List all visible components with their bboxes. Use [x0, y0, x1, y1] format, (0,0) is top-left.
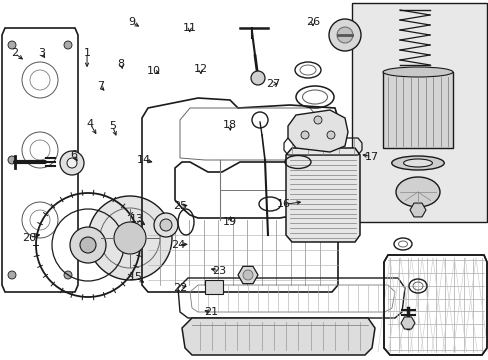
- Text: 25: 25: [173, 201, 186, 211]
- Text: 21: 21: [204, 307, 218, 318]
- Polygon shape: [238, 266, 258, 284]
- Text: 27: 27: [265, 78, 280, 89]
- Circle shape: [88, 196, 172, 280]
- Circle shape: [243, 270, 252, 280]
- Circle shape: [336, 27, 352, 43]
- Text: 2: 2: [11, 48, 18, 58]
- Bar: [382, 72, 452, 148]
- Text: 10: 10: [147, 66, 161, 76]
- Text: 23: 23: [212, 266, 225, 276]
- Bar: [204, 280, 223, 294]
- Circle shape: [8, 41, 16, 49]
- Text: 18: 18: [223, 120, 236, 130]
- Circle shape: [114, 222, 146, 254]
- Text: 3: 3: [38, 48, 45, 58]
- Circle shape: [80, 237, 96, 253]
- Text: 13: 13: [130, 214, 143, 224]
- Circle shape: [326, 131, 334, 139]
- Text: 11: 11: [183, 23, 196, 33]
- Bar: [351, 3, 486, 222]
- Text: 4: 4: [87, 119, 94, 129]
- Circle shape: [313, 116, 321, 124]
- Text: 22: 22: [172, 283, 187, 293]
- Text: 9: 9: [128, 17, 135, 27]
- Text: 26: 26: [305, 17, 319, 27]
- Circle shape: [64, 41, 72, 49]
- Circle shape: [301, 131, 308, 139]
- Circle shape: [160, 219, 172, 231]
- Text: 15: 15: [129, 272, 142, 282]
- Circle shape: [64, 156, 72, 164]
- Text: 20: 20: [22, 233, 36, 243]
- Text: 24: 24: [171, 240, 185, 250]
- Text: 17: 17: [364, 152, 378, 162]
- Text: 14: 14: [137, 155, 151, 165]
- Circle shape: [328, 19, 360, 51]
- Ellipse shape: [395, 177, 439, 207]
- Text: 8: 8: [118, 59, 124, 69]
- Circle shape: [8, 156, 16, 164]
- Text: 19: 19: [223, 217, 236, 228]
- Circle shape: [70, 227, 106, 263]
- Circle shape: [250, 71, 264, 85]
- Text: 1: 1: [83, 48, 90, 58]
- Circle shape: [60, 151, 84, 175]
- Text: 7: 7: [97, 81, 103, 91]
- Circle shape: [154, 213, 178, 237]
- Polygon shape: [400, 317, 414, 329]
- Ellipse shape: [403, 159, 431, 167]
- Circle shape: [64, 271, 72, 279]
- Text: 16: 16: [276, 199, 290, 210]
- Circle shape: [8, 271, 16, 279]
- Polygon shape: [287, 110, 347, 152]
- Ellipse shape: [382, 67, 452, 77]
- Ellipse shape: [391, 156, 443, 170]
- Polygon shape: [409, 203, 425, 217]
- Text: 5: 5: [109, 121, 116, 131]
- Text: 6: 6: [70, 150, 77, 160]
- Polygon shape: [182, 318, 374, 355]
- Circle shape: [67, 158, 77, 168]
- Polygon shape: [285, 148, 359, 242]
- Text: 12: 12: [193, 64, 207, 75]
